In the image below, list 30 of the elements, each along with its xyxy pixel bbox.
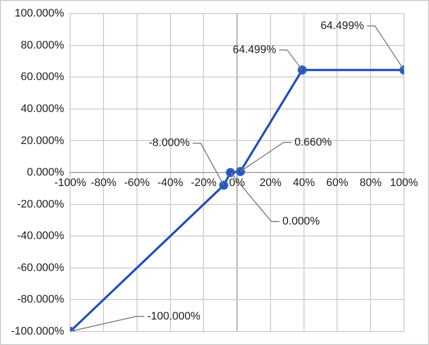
y-tick-label: 0.000% — [26, 166, 64, 179]
data-label: 0.000% — [282, 216, 320, 228]
x-tick-label: 100% — [390, 177, 418, 190]
x-tick-label: -20% — [190, 177, 217, 190]
point — [219, 180, 228, 190]
y-tick-label: 80.000% — [20, 39, 64, 52]
data-label: 0.660% — [294, 136, 332, 148]
point — [298, 65, 307, 75]
data-label: 64.499% — [232, 44, 276, 56]
y-tick-label: -20.000% — [17, 198, 64, 210]
x-tick-label: -60% — [124, 177, 150, 190]
x-tick-label: -100% — [54, 177, 86, 190]
x-tick-label: 40% — [292, 177, 316, 190]
x-tick-label: 20% — [259, 177, 282, 190]
x-tick-label: 60% — [326, 177, 348, 190]
data-label: -8.000% — [148, 137, 190, 150]
data-label: 64.499% — [320, 20, 364, 32]
y-tick-label: -60.000% — [17, 262, 64, 274]
x-tick-label: 80% — [360, 177, 382, 190]
y-tick-label: 40.000% — [20, 102, 64, 115]
y-tick-label: 60.000% — [20, 71, 64, 84]
data-label: -100.000% — [147, 310, 201, 322]
point — [236, 166, 246, 176]
y-tick-label: -40.000% — [17, 230, 64, 242]
y-tick-label: -80.000% — [17, 294, 64, 306]
x-tick-label: -80% — [90, 177, 117, 190]
y-tick-label: 20.000% — [20, 134, 64, 147]
y-tick-label: -100.000% — [10, 325, 64, 338]
x-tick-label: -40% — [158, 177, 184, 190]
y-tick-label: 100.000% — [14, 8, 64, 20]
